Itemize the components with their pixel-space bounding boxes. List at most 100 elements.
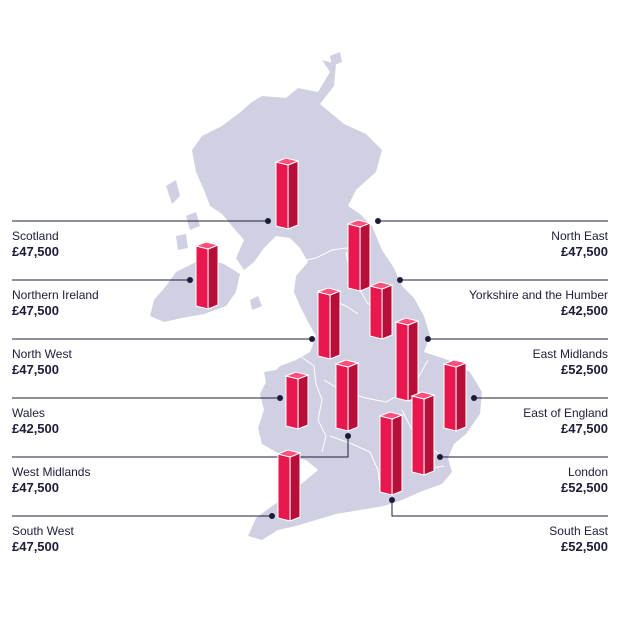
bar-side-face <box>207 244 219 310</box>
region-salary: £47,500 <box>12 539 59 554</box>
island-shape <box>264 370 278 382</box>
bar-front-face <box>317 291 331 360</box>
salary-bar-north-west <box>316 287 342 360</box>
bar-side-face <box>407 320 419 402</box>
bar-front-face <box>277 453 291 522</box>
region-name: East of England <box>523 406 608 420</box>
region-name: Yorkshire and the Humber <box>469 288 608 302</box>
island-shape <box>176 234 188 250</box>
bar-side-face <box>391 414 403 496</box>
leader-dot-scotland <box>265 218 271 224</box>
bar-side-face <box>287 160 299 230</box>
bar-top-face <box>378 411 404 420</box>
bar-top-face <box>346 219 372 228</box>
bar-front-face <box>379 415 393 496</box>
bar-top-face <box>276 449 302 458</box>
region-name: Northern Ireland <box>12 288 99 302</box>
salary-bar-east-midlands <box>394 317 420 402</box>
leader-dot-wales <box>277 395 283 401</box>
bar-side-face <box>381 284 393 340</box>
bar-top-face <box>442 359 468 368</box>
region-label-east-of-england: East of England £47,500 <box>448 405 608 437</box>
salary-bar-london <box>410 391 436 476</box>
region-salary: £47,500 <box>12 362 59 377</box>
leader-dot-north-west <box>309 336 315 342</box>
salary-bars <box>194 157 468 522</box>
region-label-south-east: South East £52,500 <box>448 523 608 555</box>
leader-line-south-east <box>391 500 608 517</box>
region-name: North East <box>551 229 608 243</box>
leader-dot-south-east <box>389 497 395 503</box>
region-label-south-west: South West £47,500 <box>12 523 172 555</box>
region-label-yorkshire: Yorkshire and the Humber £42,500 <box>448 287 608 319</box>
salary-bar-north-east <box>346 219 372 292</box>
salary-bar-west-midlands <box>334 359 360 432</box>
island-shape <box>250 296 262 310</box>
bar-top-face <box>368 281 394 290</box>
region-label-northern-ireland: Northern Ireland £47,500 <box>12 287 172 319</box>
region-name: East Midlands <box>532 347 608 361</box>
region-label-east-midlands: East Midlands £52,500 <box>448 346 608 378</box>
salary-bar-yorkshire <box>368 281 394 340</box>
bar-front-face <box>195 245 209 310</box>
bar-front-face <box>347 223 361 292</box>
region-salary: £52,500 <box>561 362 608 377</box>
bar-side-face <box>359 222 371 292</box>
bar-side-face <box>423 394 435 476</box>
island-shape <box>166 180 180 204</box>
island-shape <box>330 52 342 66</box>
bar-front-face <box>369 285 383 340</box>
leader-dot-south-west <box>269 513 275 519</box>
bar-top-face <box>316 287 342 296</box>
bar-top-face <box>194 241 220 250</box>
region-salary: £42,500 <box>561 303 608 318</box>
bar-front-face <box>395 321 409 402</box>
bar-side-face <box>329 290 341 360</box>
salary-bar-northern-ireland <box>194 241 220 310</box>
region-label-north-west: North West £47,500 <box>12 346 172 378</box>
leader-dot-west-midlands <box>345 433 351 439</box>
region-name: South West <box>12 524 74 538</box>
leader-dot-yorkshire <box>397 277 403 283</box>
region-name: South East <box>549 524 608 538</box>
region-name: North West <box>12 347 72 361</box>
bar-side-face <box>289 452 301 522</box>
salary-bar-wales <box>284 371 310 430</box>
region-name: London <box>567 465 608 479</box>
leader-line-west-midlands <box>12 436 349 458</box>
bar-top-face <box>334 359 360 368</box>
bar-top-face <box>274 157 300 166</box>
region-salary: £52,500 <box>561 480 608 495</box>
salary-bar-scotland <box>274 157 300 230</box>
bar-side-face <box>347 362 359 432</box>
region-salary: £47,500 <box>12 303 59 318</box>
leader-dot-london <box>437 454 443 460</box>
leader-dot-northern-ireland <box>187 277 193 283</box>
region-name: West Midlands <box>12 465 91 479</box>
salary-bar-south-east <box>378 411 404 496</box>
region-salary: £42,500 <box>12 421 59 436</box>
bar-front-face <box>285 375 299 430</box>
region-label-north-east: North East £47,500 <box>448 228 608 260</box>
bar-top-face <box>410 391 436 400</box>
salary-bar-south-west <box>276 449 302 522</box>
leader-lines <box>12 218 608 519</box>
salary-bar-east-of-england <box>442 359 468 432</box>
region-salary: £47,500 <box>12 244 59 259</box>
bar-front-face <box>411 395 425 476</box>
region-label-west-midlands: West Midlands £47,500 <box>12 464 172 496</box>
bar-front-face <box>275 161 289 230</box>
bar-top-face <box>284 371 310 380</box>
region-label-scotland: Scotland £47,500 <box>12 228 172 260</box>
bar-side-face <box>297 374 309 430</box>
bar-front-face <box>335 363 349 432</box>
leader-dot-east-midlands <box>425 336 431 342</box>
bar-top-face <box>394 317 420 326</box>
region-label-wales: Wales £42,500 <box>12 405 172 437</box>
region-salary: £47,500 <box>12 480 59 495</box>
region-salary: £47,500 <box>561 421 608 436</box>
region-name: Wales <box>12 406 45 420</box>
region-salary: £47,500 <box>561 244 608 259</box>
region-label-london: London £52,500 <box>448 464 608 496</box>
